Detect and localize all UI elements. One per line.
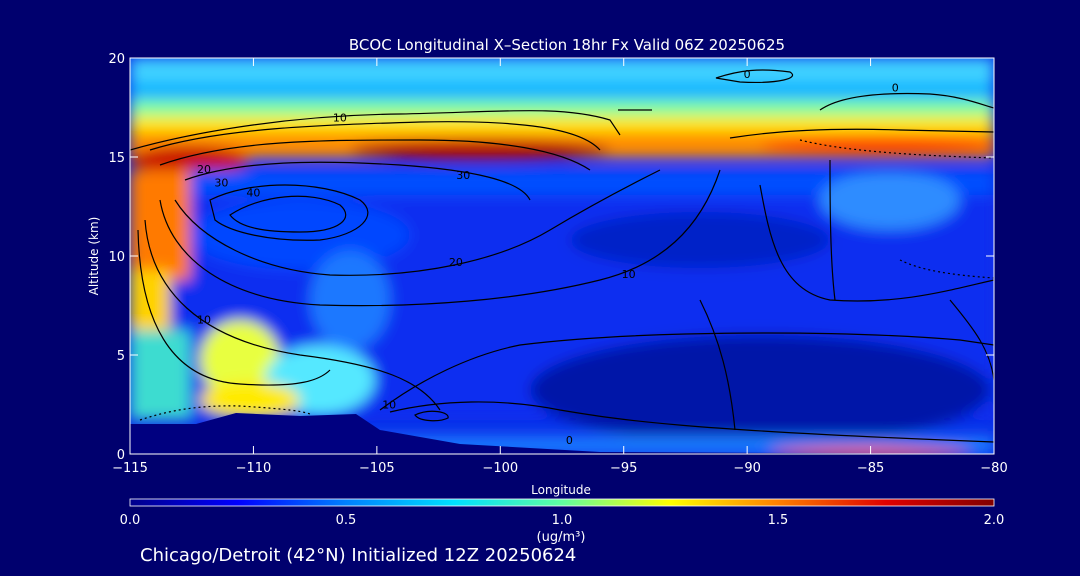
y-tick-label: 10 bbox=[108, 250, 125, 265]
contour-line bbox=[130, 110, 621, 151]
contour-line bbox=[414, 410, 449, 422]
contour-line bbox=[799, 139, 994, 159]
contour-lines bbox=[130, 69, 994, 443]
contour-line bbox=[379, 332, 994, 411]
x-tick-label: −100 bbox=[482, 461, 518, 476]
contour-label: 20 bbox=[197, 163, 211, 176]
colorbar-tick-label: 0.5 bbox=[336, 513, 357, 528]
colorbar-tick-label: 0.0 bbox=[120, 513, 141, 528]
x-axis-label: Longitude bbox=[531, 483, 591, 497]
contour-line bbox=[174, 169, 661, 276]
contour-line bbox=[159, 169, 721, 307]
x-tick-label: −95 bbox=[610, 461, 637, 476]
concentration-field bbox=[130, 58, 994, 454]
y-tick-label: 15 bbox=[108, 151, 125, 166]
x-tick-label: −105 bbox=[359, 461, 395, 476]
contour-line bbox=[819, 92, 994, 111]
x-tick-label: −115 bbox=[112, 461, 148, 476]
y-tick-label: 5 bbox=[117, 349, 125, 364]
contour-line bbox=[759, 184, 994, 302]
colorbar-tick-label: 1.0 bbox=[552, 513, 573, 528]
x-tick-label: −90 bbox=[733, 461, 760, 476]
contour-label: 40 bbox=[246, 187, 260, 200]
contour-line bbox=[949, 299, 994, 381]
colorbar-tick-label: 2.0 bbox=[984, 513, 1005, 528]
colorbar-tick-label: 1.5 bbox=[768, 513, 789, 528]
contour-label: 30 bbox=[456, 169, 470, 182]
contour-line bbox=[159, 139, 591, 171]
contour-line bbox=[137, 229, 331, 386]
y-axis-label: Altitude (km) bbox=[87, 217, 101, 296]
contour-label: 0 bbox=[892, 82, 899, 95]
terrain bbox=[130, 413, 994, 454]
axes: −115 −110 −105 −100 −95 −90 −85 −80 0 5 10 15 20 bbox=[108, 52, 1007, 476]
contour-label: 10 bbox=[333, 111, 347, 124]
contour-label: 20 bbox=[449, 256, 463, 269]
colorbar bbox=[129, 498, 995, 507]
y-tick-label: 20 bbox=[108, 52, 125, 67]
contour-line bbox=[139, 405, 311, 421]
colorbar-unit-label: (ug/m³) bbox=[537, 530, 586, 545]
contour-line bbox=[699, 299, 736, 431]
contour-label: 10 bbox=[622, 268, 636, 281]
contour-label: 10 bbox=[382, 398, 396, 411]
contour-line bbox=[184, 161, 531, 201]
contour-line bbox=[389, 401, 994, 443]
x-tick-label: −110 bbox=[236, 461, 272, 476]
contour-line bbox=[729, 128, 994, 139]
contour-line bbox=[144, 219, 441, 411]
chart-title: BCOC Longitudinal X–Section 18hr Fx Vali… bbox=[349, 36, 785, 54]
colorbar-ticks: 0.0 0.5 1.0 1.5 2.0 bbox=[120, 513, 1005, 528]
contour-label: 10 bbox=[197, 313, 211, 326]
y-tick-label: 0 bbox=[117, 448, 125, 463]
footer-caption: Chicago/Detroit (42°N) Initialized 12Z 2… bbox=[140, 545, 576, 566]
contour-label: 30 bbox=[214, 177, 228, 190]
contour-line bbox=[715, 69, 793, 83]
contour-line bbox=[209, 184, 369, 241]
contour-line bbox=[899, 259, 994, 279]
x-tick-label: −80 bbox=[980, 461, 1007, 476]
contour-line bbox=[149, 121, 601, 151]
contour-label: 0 bbox=[744, 68, 751, 81]
x-tick-label: −85 bbox=[857, 461, 884, 476]
contour-line bbox=[229, 195, 347, 233]
contour-label: 0 bbox=[566, 434, 573, 447]
contour-line bbox=[829, 159, 836, 301]
